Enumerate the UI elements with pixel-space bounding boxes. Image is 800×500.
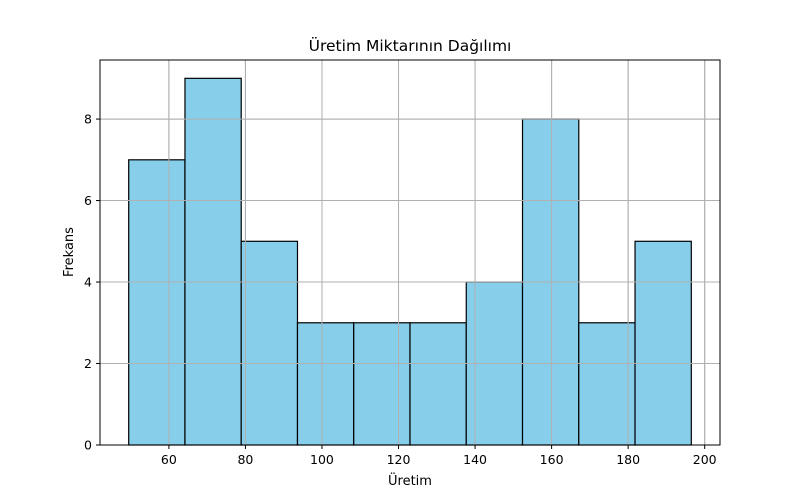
- plot-frame: [99, 59, 721, 446]
- x-tick-label: 140: [463, 452, 487, 467]
- y-axis-label: Frekans: [62, 227, 77, 277]
- histogram-bar-8: [578, 322, 636, 446]
- y-tick-label: 8: [84, 112, 92, 127]
- histogram-bar-1: [184, 77, 242, 446]
- x-tick-label: 180: [616, 452, 640, 467]
- x-tick-label: 60: [161, 452, 177, 467]
- y-tick-label: 6: [84, 193, 92, 208]
- x-tick-label: 120: [387, 452, 411, 467]
- histogram-bar-4: [353, 322, 411, 446]
- y-axis-ticks: 0 2 4 6 8: [84, 112, 100, 453]
- chart-title: Üretim Miktarının Dağılımı: [309, 36, 512, 55]
- histogram-bar-2: [240, 240, 299, 446]
- y-tick-label: 0: [84, 438, 92, 453]
- x-tick-label: 160: [540, 452, 564, 467]
- x-tick-label: 80: [237, 452, 253, 467]
- x-tick-label: 200: [693, 452, 717, 467]
- histogram-bar-0: [128, 159, 186, 446]
- y-tick-label: 4: [84, 275, 92, 290]
- y-tick-label: 2: [84, 356, 92, 371]
- histogram-bar-3: [296, 322, 355, 446]
- x-tick-label: 100: [310, 452, 334, 467]
- x-axis-label: Üretim: [388, 472, 432, 489]
- x-axis-ticks: 60 80 100 120 140 160 180 200: [161, 445, 717, 467]
- histogram-bar-9: [634, 240, 692, 446]
- histogram-bar-5: [409, 322, 467, 446]
